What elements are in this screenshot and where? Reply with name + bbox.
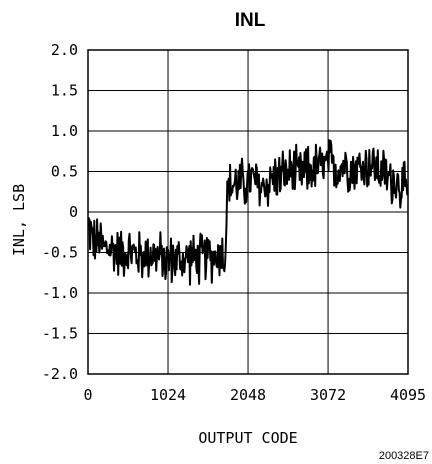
y-axis-label: INL, LSB (10, 184, 28, 256)
x-tick-labels: 0 1024 2048 3072 4095 (83, 386, 426, 404)
x-tick-label: 1024 (150, 386, 186, 404)
x-tick-label: 2048 (230, 386, 266, 404)
y-tick-label: -2.0 (42, 365, 78, 383)
grid-lines (88, 50, 408, 374)
y-tick-label: -1.0 (42, 284, 78, 302)
y-tick-label: -1.5 (42, 325, 78, 343)
y-tick-labels: 2.0 1.5 1.0 0.5 0 -0.5 -1.0 -1.5 -2.0 (42, 41, 78, 383)
x-axis-label: OUTPUT CODE (198, 429, 297, 447)
y-tick-label: 0 (69, 203, 78, 221)
figure-id: 200328E7 (379, 450, 429, 462)
x-tick-label: 0 (83, 386, 92, 404)
y-tick-label: 2.0 (51, 41, 78, 59)
y-tick-label: 1.5 (51, 82, 78, 100)
y-tick-label: 0.5 (51, 163, 78, 181)
y-tick-label: -0.5 (42, 244, 78, 262)
x-tick-label: 4095 (390, 386, 426, 404)
chart-title: INL (235, 10, 266, 31)
y-tick-label: 1.0 (51, 122, 78, 140)
x-tick-label: 3072 (310, 386, 346, 404)
